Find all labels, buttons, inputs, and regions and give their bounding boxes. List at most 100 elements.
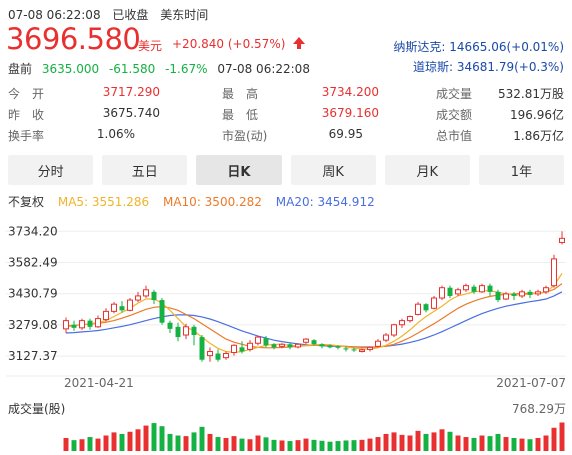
volume-bar xyxy=(263,437,269,451)
volume-bar xyxy=(359,439,365,451)
volume-bar xyxy=(231,436,237,451)
volume-bar xyxy=(143,425,149,451)
volume-bar xyxy=(295,440,301,451)
volume-bar xyxy=(287,441,293,451)
volume-bar xyxy=(135,429,141,451)
candle-body xyxy=(399,320,405,326)
ma5-legend: MA5: 3551.286 xyxy=(57,195,150,209)
stat-label: 成交额 xyxy=(436,108,473,122)
volume-bar xyxy=(239,438,245,451)
stat-value-pe: 69.95 xyxy=(328,127,363,141)
candle-body xyxy=(511,293,517,296)
candle-body xyxy=(63,320,69,330)
candle-body xyxy=(487,285,493,292)
candle-body xyxy=(463,285,469,291)
nasdaq-value: 14665.06(+0.01%) xyxy=(449,40,564,54)
candle-body xyxy=(535,291,541,295)
volume-bar xyxy=(103,435,109,451)
candle-body xyxy=(263,338,269,346)
adjust-mode[interactable]: 不复权 xyxy=(8,195,45,209)
candle-body xyxy=(215,353,221,360)
dow-jones-index[interactable]: 道琼斯: 34681.79(+0.3%) xyxy=(413,58,564,75)
volume-bar xyxy=(455,435,461,451)
candle-body xyxy=(247,342,253,350)
volume-bar xyxy=(327,441,333,451)
volume-bar xyxy=(343,440,349,451)
candle-body xyxy=(407,316,413,322)
candle-body xyxy=(335,346,341,348)
candle-body xyxy=(151,291,157,301)
candle-body xyxy=(159,300,165,323)
volume-bar xyxy=(423,433,429,451)
premarket-label: 盘前 xyxy=(8,62,33,76)
volume-bar xyxy=(215,437,221,451)
candle-body xyxy=(287,344,293,348)
candle-body xyxy=(183,326,189,336)
premarket-percent: -1.67% xyxy=(165,62,208,76)
candle-body xyxy=(135,295,141,301)
volume-bar xyxy=(167,433,173,451)
candle-body xyxy=(479,285,485,293)
volume-bar xyxy=(351,440,357,451)
dow-jones-value: 34681.79(+0.3%) xyxy=(456,60,564,74)
volume-bar xyxy=(559,422,565,451)
candle-body xyxy=(223,353,229,359)
candle-body xyxy=(375,340,381,347)
candle-body xyxy=(199,337,205,360)
candle-body xyxy=(495,291,501,301)
candle-body xyxy=(207,350,213,357)
volume-bar xyxy=(63,437,69,451)
candle-body xyxy=(103,310,109,321)
tab-weekly-k[interactable]: 周K xyxy=(290,155,376,185)
volume-bar xyxy=(391,432,397,451)
candle-body xyxy=(255,336,261,344)
candlestick-chart[interactable]: 3734.20 3582.49 3430.79 3279.08 3127.37 2021-… xyxy=(0,210,572,455)
x-tick-label: 2021-07-07 xyxy=(496,376,566,390)
volume-bar xyxy=(551,427,557,451)
volume-bar xyxy=(159,426,165,451)
volume-bar xyxy=(279,440,285,451)
price-change: +20.840 (+0.57%) xyxy=(172,37,286,51)
tab-daily-k[interactable]: 日K xyxy=(196,155,282,185)
volume-bar xyxy=(207,433,213,451)
nasdaq-label: 纳斯达克: xyxy=(393,40,446,54)
volume-bar xyxy=(151,423,157,451)
stat-value-turnover: 196.96亿 xyxy=(510,108,564,122)
candle-body xyxy=(175,326,181,338)
volume-bar xyxy=(175,435,181,451)
tab-monthly-k[interactable]: 月K xyxy=(384,155,470,185)
volume-bar xyxy=(335,441,341,451)
candle-body xyxy=(519,291,525,297)
candle-body xyxy=(367,346,373,350)
volume-bar xyxy=(271,439,277,451)
volume-bar xyxy=(311,439,317,451)
candle-body xyxy=(119,306,125,311)
volume-bar xyxy=(71,440,77,451)
volume-bar xyxy=(415,430,421,451)
candle-body xyxy=(551,258,557,287)
x-tick-label: 2021-04-21 xyxy=(64,376,134,390)
stat-label: 成交量 xyxy=(436,87,473,101)
timezone-label: 美东时间 xyxy=(160,8,209,22)
volume-bar xyxy=(247,439,253,451)
candle-body xyxy=(279,343,285,347)
stat-label: 昨 收 xyxy=(8,108,45,122)
volume-bar xyxy=(503,437,509,451)
candle-body xyxy=(471,286,477,292)
volume-bar xyxy=(111,432,117,451)
quote-datetime: 07-08 06:22:08 xyxy=(8,8,101,22)
stat-value-market-cap: 1.86万亿 xyxy=(513,129,564,143)
volume-label: 成交量(股) xyxy=(8,401,65,416)
candle-body xyxy=(543,287,549,293)
tab-five-day[interactable]: 五日 xyxy=(102,155,188,185)
y-tick-label: 3430.79 xyxy=(8,287,58,301)
volume-bar xyxy=(255,435,261,451)
volume-bar xyxy=(463,437,469,451)
stat-value-prev-close: 3675.740 xyxy=(102,106,160,120)
candle-body xyxy=(423,304,429,311)
tab-one-year[interactable]: 1年 xyxy=(478,155,565,185)
dow-jones-label: 道琼斯: xyxy=(412,60,453,74)
nasdaq-index[interactable]: 纳斯达克: 14665.06(+0.01%) xyxy=(393,38,564,55)
volume-bar xyxy=(383,433,389,451)
tab-intraday[interactable]: 分时 xyxy=(8,155,94,185)
